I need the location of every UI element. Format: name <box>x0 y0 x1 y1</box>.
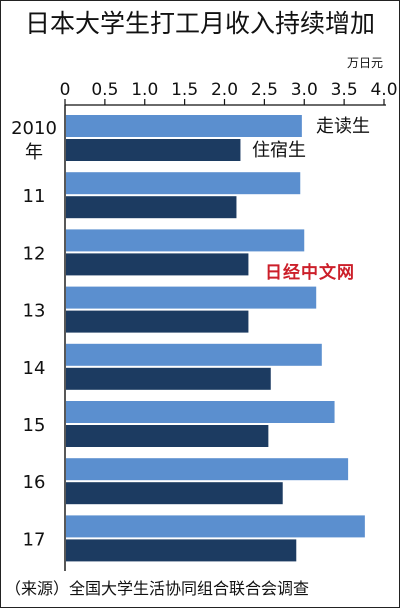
unit-label: 万日元 <box>347 56 383 70</box>
bar-commuter-14 <box>66 343 322 366</box>
bar-boarder-17 <box>66 539 297 562</box>
category-label: 13 <box>23 301 46 322</box>
category-label: 12 <box>23 243 46 264</box>
bar-boarder-11 <box>66 196 237 219</box>
category-label-suffix: 年 <box>25 142 43 163</box>
bar-commuter-17 <box>66 515 365 538</box>
legend-commuter: 走读生 <box>316 116 370 137</box>
bar-commuter-2010 <box>66 115 302 137</box>
bar-boarder-14 <box>66 367 271 390</box>
bar-boarder-12 <box>66 253 249 276</box>
bar-commuter-13 <box>66 286 317 309</box>
bar-boarder-15 <box>66 425 269 447</box>
bar-commuter-16 <box>66 458 349 481</box>
bar-commuter-15 <box>66 401 335 423</box>
chart-title: 日本大学生打工月收入持续增加 <box>25 9 375 38</box>
x-tick-label: 0.5 <box>91 80 118 100</box>
bar-boarder-2010 <box>66 139 241 161</box>
x-tick-label: 1.0 <box>131 80 158 100</box>
x-tick-label: 3.0 <box>291 80 318 100</box>
bar-commuter-11 <box>66 172 301 195</box>
source-note: （来源）全国大学生活协同组合联合会调查 <box>5 579 309 598</box>
x-tick-label: 3.5 <box>331 80 358 100</box>
category-label: 17 <box>23 529 46 550</box>
x-tick-label: 4.0 <box>370 80 397 100</box>
category-label: 15 <box>23 415 46 436</box>
category-label: 14 <box>23 358 46 379</box>
x-tick-label: 1.5 <box>171 80 198 100</box>
x-tick-label: 0 <box>60 80 71 100</box>
x-tick-label: 2.0 <box>211 80 238 100</box>
watermark-logo: 日经中文网 <box>265 262 355 283</box>
category-label: 16 <box>23 472 46 493</box>
bar-boarder-16 <box>66 482 283 505</box>
x-tick-label: 2.5 <box>251 80 278 100</box>
legend-boarder: 住宿生 <box>252 140 306 161</box>
bar-boarder-13 <box>66 310 249 333</box>
bar-commuter-12 <box>66 229 305 252</box>
category-label: 2010 <box>11 118 57 139</box>
category-label: 11 <box>23 186 46 207</box>
